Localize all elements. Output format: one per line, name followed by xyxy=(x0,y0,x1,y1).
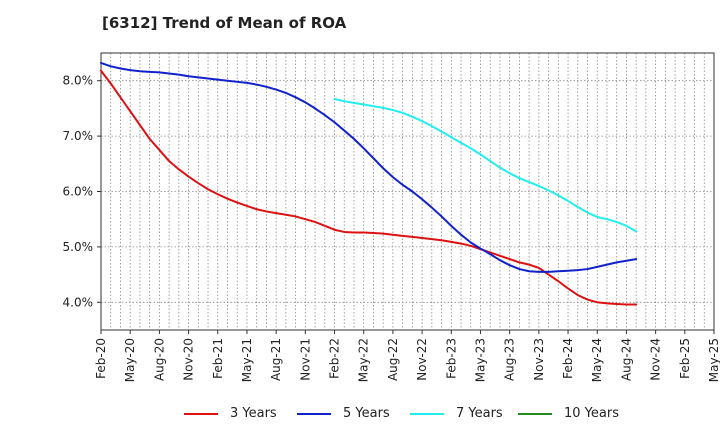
x-tick-label: May-21 xyxy=(240,338,254,382)
y-tick-label: 6.0% xyxy=(63,185,94,199)
x-tick-label: Feb-24 xyxy=(561,338,575,379)
x-tick-label: Feb-21 xyxy=(211,338,225,379)
legend-label: 10 Years xyxy=(564,406,619,421)
x-axis: Feb-20 May-20 Aug-20 Nov-20 Feb-21 May-21 Aug-… xyxy=(94,330,720,382)
x-tick-label: May-20 xyxy=(123,338,137,382)
legend-swatch-5-years xyxy=(297,412,331,415)
series-layer xyxy=(100,61,638,306)
legend-item-10-years: 10 Years xyxy=(518,406,619,421)
y-axis: 4.0% 5.0% 6.0% 7.0% 8.0% xyxy=(63,74,101,309)
series-line-3-years xyxy=(100,69,638,306)
legend-swatch-7-years xyxy=(410,412,444,415)
legend-label: 7 Years xyxy=(456,406,503,421)
grid xyxy=(101,53,714,330)
chart-title: [6312] Trend of Mean of ROA xyxy=(102,14,347,32)
x-tick-label: May-24 xyxy=(590,338,604,382)
x-tick-label: May-25 xyxy=(707,338,720,382)
x-tick-label: Nov-24 xyxy=(649,338,663,381)
legend-label: 5 Years xyxy=(343,406,390,421)
x-tick-label: Feb-25 xyxy=(678,338,692,379)
x-tick-label: Aug-22 xyxy=(386,338,400,381)
x-tick-label: Nov-21 xyxy=(298,338,312,381)
series-line-5-years xyxy=(100,61,638,273)
x-tick-label: May-22 xyxy=(357,338,371,382)
x-tick-label: Feb-23 xyxy=(444,338,458,379)
legend-label: 3 Years xyxy=(230,406,277,421)
x-tick-label: Aug-20 xyxy=(152,338,166,381)
x-tick-label: Feb-20 xyxy=(94,338,108,379)
x-tick-label: Feb-22 xyxy=(328,338,342,379)
x-tick-label: Aug-21 xyxy=(269,338,283,381)
x-tick-label: May-23 xyxy=(473,338,487,382)
y-tick-label: 4.0% xyxy=(63,295,94,309)
legend-item-7-years: 7 Years xyxy=(410,406,503,421)
x-tick-label: Nov-20 xyxy=(182,338,196,381)
y-tick-label: 8.0% xyxy=(63,74,94,88)
x-tick-label: Aug-23 xyxy=(503,338,517,381)
legend-item-5-years: 5 Years xyxy=(297,406,390,421)
legend: 3 Years 5 Years 7 Years 10 Years xyxy=(0,406,720,426)
x-tick-label: Nov-22 xyxy=(415,338,429,381)
x-tick-label: Nov-23 xyxy=(532,338,546,381)
legend-swatch-3-years xyxy=(184,412,218,415)
y-tick-label: 5.0% xyxy=(63,240,94,254)
legend-swatch-10-years xyxy=(518,412,552,415)
x-tick-label: Aug-24 xyxy=(619,338,633,381)
y-tick-label: 7.0% xyxy=(63,129,94,143)
legend-item-3-years: 3 Years xyxy=(184,406,277,421)
series-line-7-years xyxy=(333,97,638,233)
